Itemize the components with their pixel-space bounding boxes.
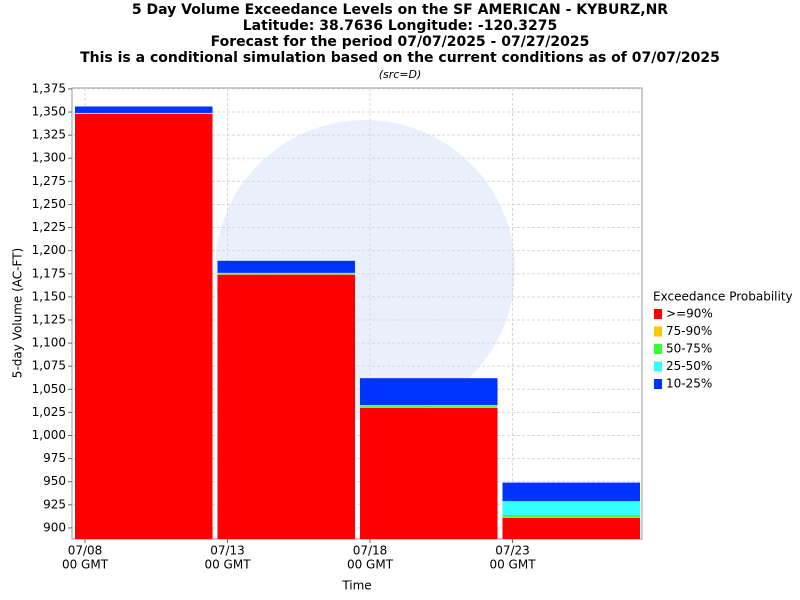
y-tick-label: 925 <box>43 497 66 511</box>
bar-segment <box>502 517 640 539</box>
subtitle: (src=D) <box>379 68 422 81</box>
legend-swatch <box>654 326 662 337</box>
x-tick-label: 00 GMT <box>347 558 394 572</box>
bar-segment <box>75 112 213 114</box>
y-tick-label: 1,050 <box>32 382 66 396</box>
y-tick-label: 1,200 <box>32 243 66 257</box>
x-tick-label: 00 GMT <box>204 558 251 572</box>
y-tick-label: 1,025 <box>32 405 66 419</box>
title-line: Forecast for the period 07/07/2025 - 07/… <box>211 34 590 50</box>
title-line: 5 Day Volume Exceedance Levels on the SF… <box>132 2 668 18</box>
x-tick-label: 07/13 <box>210 544 245 558</box>
x-tick-label: 07/23 <box>495 544 530 558</box>
y-tick-label: 950 <box>43 474 66 488</box>
x-tick-label: 00 GMT <box>62 558 109 572</box>
legend-label: 75-90% <box>666 324 712 338</box>
legend-label: 50-75% <box>666 342 712 356</box>
legend-swatch <box>654 309 662 319</box>
legend-label: 10-25% <box>666 377 712 391</box>
bar-segment <box>360 378 498 405</box>
y-tick-label: 1,225 <box>32 220 66 234</box>
bar-segment <box>502 514 640 517</box>
bar-segment <box>217 274 355 539</box>
bar-segment <box>75 106 213 113</box>
x-tick-label: 07/08 <box>68 544 103 558</box>
y-tick-label: 1,375 <box>32 81 66 95</box>
y-tick-label: 1,250 <box>32 197 66 211</box>
bar-segment <box>502 501 640 515</box>
legend-title: Exceedance Probability <box>653 290 793 304</box>
bar-segment <box>75 113 213 540</box>
legend-swatch <box>654 344 662 354</box>
bar-segment <box>217 260 355 273</box>
x-axis-label: Time <box>341 579 371 593</box>
y-tick-label: 1,150 <box>32 289 66 303</box>
y-tick-label: 1,125 <box>32 312 66 326</box>
y-tick-label: 1,325 <box>32 128 66 142</box>
x-tick-label: 00 GMT <box>489 558 536 572</box>
y-tick-label: 1,075 <box>32 359 66 373</box>
title-line: Latitude: 38.7636 Longitude: -120.3275 <box>243 18 557 34</box>
bar-segment <box>502 482 640 502</box>
y-tick-label: 1,275 <box>32 174 66 188</box>
legend-swatch <box>654 379 662 389</box>
bar-segment <box>360 407 498 539</box>
y-tick-label: 900 <box>43 520 66 534</box>
x-tick-label: 07/18 <box>353 544 388 558</box>
y-tick-label: 1,350 <box>32 105 66 119</box>
bar-segment <box>360 406 498 408</box>
y-tick-label: 1,300 <box>32 151 66 165</box>
y-tick-label: 1,000 <box>32 428 66 442</box>
y-tick-label: 975 <box>43 451 66 465</box>
y-tick-label: 1,175 <box>32 266 66 280</box>
bar-segment <box>502 516 640 518</box>
title-line: This is a conditional simulation based o… <box>80 50 720 66</box>
y-axis-label: 5-day Volume (AC-FT) <box>11 248 25 378</box>
bar-segment <box>360 404 498 406</box>
bar-segment <box>360 405 498 407</box>
legend-label: >=90% <box>666 307 713 321</box>
legend-swatch <box>654 361 662 372</box>
bar-segment <box>217 272 355 274</box>
plot-area <box>71 87 643 540</box>
legend-label: 25-50% <box>666 359 712 373</box>
y-tick-label: 1,100 <box>32 336 66 350</box>
